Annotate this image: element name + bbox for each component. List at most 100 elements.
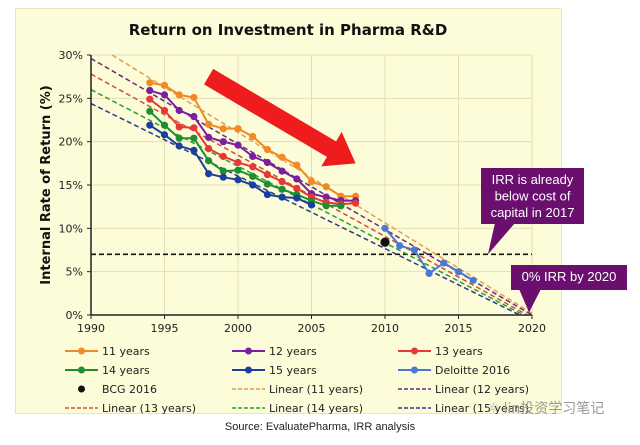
legend-label: Linear (15 years) xyxy=(435,402,529,415)
legend-item: Linear (14 years) xyxy=(232,402,363,415)
legend-label: Linear (14 years) xyxy=(269,402,363,415)
data-point xyxy=(146,107,154,115)
data-point xyxy=(249,152,257,160)
data-point xyxy=(175,91,183,99)
wechat-icon: ☼ xyxy=(487,401,500,417)
data-point xyxy=(219,138,227,146)
data-point xyxy=(175,123,183,131)
watermark: ☼ lin投资学习笔记 xyxy=(487,398,604,418)
data-point xyxy=(293,161,301,169)
data-point xyxy=(249,132,257,141)
legend-item: 13 years xyxy=(398,345,483,358)
callout-box xyxy=(511,265,627,290)
data-point xyxy=(381,224,389,232)
legend-label: 11 years xyxy=(102,345,150,358)
source-caption: Source: EvaluatePharma, IRR analysis xyxy=(224,421,416,433)
data-point xyxy=(337,202,345,210)
data-point xyxy=(263,180,271,188)
data-point xyxy=(293,184,301,193)
data-point xyxy=(234,125,242,133)
legend-label: BCG 2016 xyxy=(102,383,157,396)
callout-text: capital in 2017 xyxy=(491,205,575,220)
legend-item: Deloitte 2016 xyxy=(398,364,510,377)
data-point xyxy=(263,145,271,154)
y-tick-label: 15% xyxy=(59,179,83,192)
bcg-point xyxy=(380,237,390,247)
data-point xyxy=(352,199,360,207)
legend-swatch-marker xyxy=(411,347,418,355)
legend-label: 13 years xyxy=(435,345,483,358)
data-point xyxy=(160,131,169,139)
data-point xyxy=(249,181,257,189)
legend-item: 12 years xyxy=(232,345,317,358)
x-tick-label: 1995 xyxy=(151,322,179,335)
legend-label: Deloitte 2016 xyxy=(435,364,510,377)
trend-arrow xyxy=(204,68,356,167)
data-point xyxy=(205,170,213,178)
y-tick-label: 5% xyxy=(66,266,83,279)
data-point xyxy=(190,112,198,121)
data-point xyxy=(440,259,448,267)
data-point xyxy=(160,121,169,129)
series-line xyxy=(149,124,312,206)
y-tick-label: 10% xyxy=(59,222,83,235)
data-point xyxy=(205,120,213,128)
data-point xyxy=(278,177,286,186)
x-tick-label: 2000 xyxy=(224,322,252,335)
x-tick-label: 2020 xyxy=(518,322,546,335)
data-point xyxy=(219,173,227,181)
legend-item: Linear (11 years) xyxy=(232,383,363,396)
legend-label: Linear (12 years) xyxy=(435,383,529,396)
data-point xyxy=(146,79,154,87)
data-point xyxy=(219,125,227,133)
data-point xyxy=(307,177,316,186)
data-point xyxy=(322,202,330,210)
data-point xyxy=(190,134,198,142)
data-point xyxy=(160,106,169,115)
legend-item: Linear (12 years) xyxy=(398,383,529,396)
data-point xyxy=(410,246,418,254)
data-point xyxy=(205,157,213,165)
legend-swatch-marker xyxy=(78,366,85,374)
y-tick-label: 25% xyxy=(59,92,83,105)
y-axis-label: Internal Rate of Return (%) xyxy=(39,85,54,284)
data-point xyxy=(249,163,257,171)
data-point xyxy=(219,152,227,160)
legend-item: Linear (13 years) xyxy=(65,402,196,415)
legend: 11 years 12 years 13 years 14 years 15 years… xyxy=(65,345,529,415)
data-point xyxy=(190,124,198,132)
y-tick-label: 20% xyxy=(59,136,83,149)
legend-swatch-marker xyxy=(245,366,252,374)
callout-pointer xyxy=(519,289,541,313)
legend-swatch-marker xyxy=(245,347,252,355)
data-point xyxy=(322,193,330,201)
data-point xyxy=(146,86,154,95)
series xyxy=(146,79,477,284)
y-tick-label: 0% xyxy=(66,309,83,322)
legend-swatch-marker xyxy=(411,366,418,374)
legend-item: 11 years xyxy=(65,345,150,358)
legend-item: 14 years xyxy=(65,364,150,377)
legend-label: Linear (13 years) xyxy=(102,402,196,415)
data-point xyxy=(160,91,169,99)
legend-item: BCG 2016 xyxy=(78,383,157,396)
data-point xyxy=(322,183,330,191)
callout-box xyxy=(481,168,584,224)
data-point xyxy=(205,133,213,141)
callout-text: IRR is already xyxy=(492,172,574,187)
callout: 0% IRR by 2020 xyxy=(511,265,627,313)
legend-label: 12 years xyxy=(269,345,317,358)
data-point xyxy=(205,145,213,153)
legend-label: Linear (11 years) xyxy=(269,383,363,396)
data-point xyxy=(307,201,316,209)
legend-swatch-marker xyxy=(78,347,85,355)
data-point xyxy=(396,242,404,250)
data-point xyxy=(293,194,301,202)
callout-text: below cost of xyxy=(495,189,571,204)
data-point xyxy=(278,185,286,193)
chart-title: Return on Investment in Pharma R&D xyxy=(129,21,448,39)
trend-arrow-shape xyxy=(204,68,356,167)
data-point xyxy=(175,142,183,150)
data-point xyxy=(263,158,271,167)
